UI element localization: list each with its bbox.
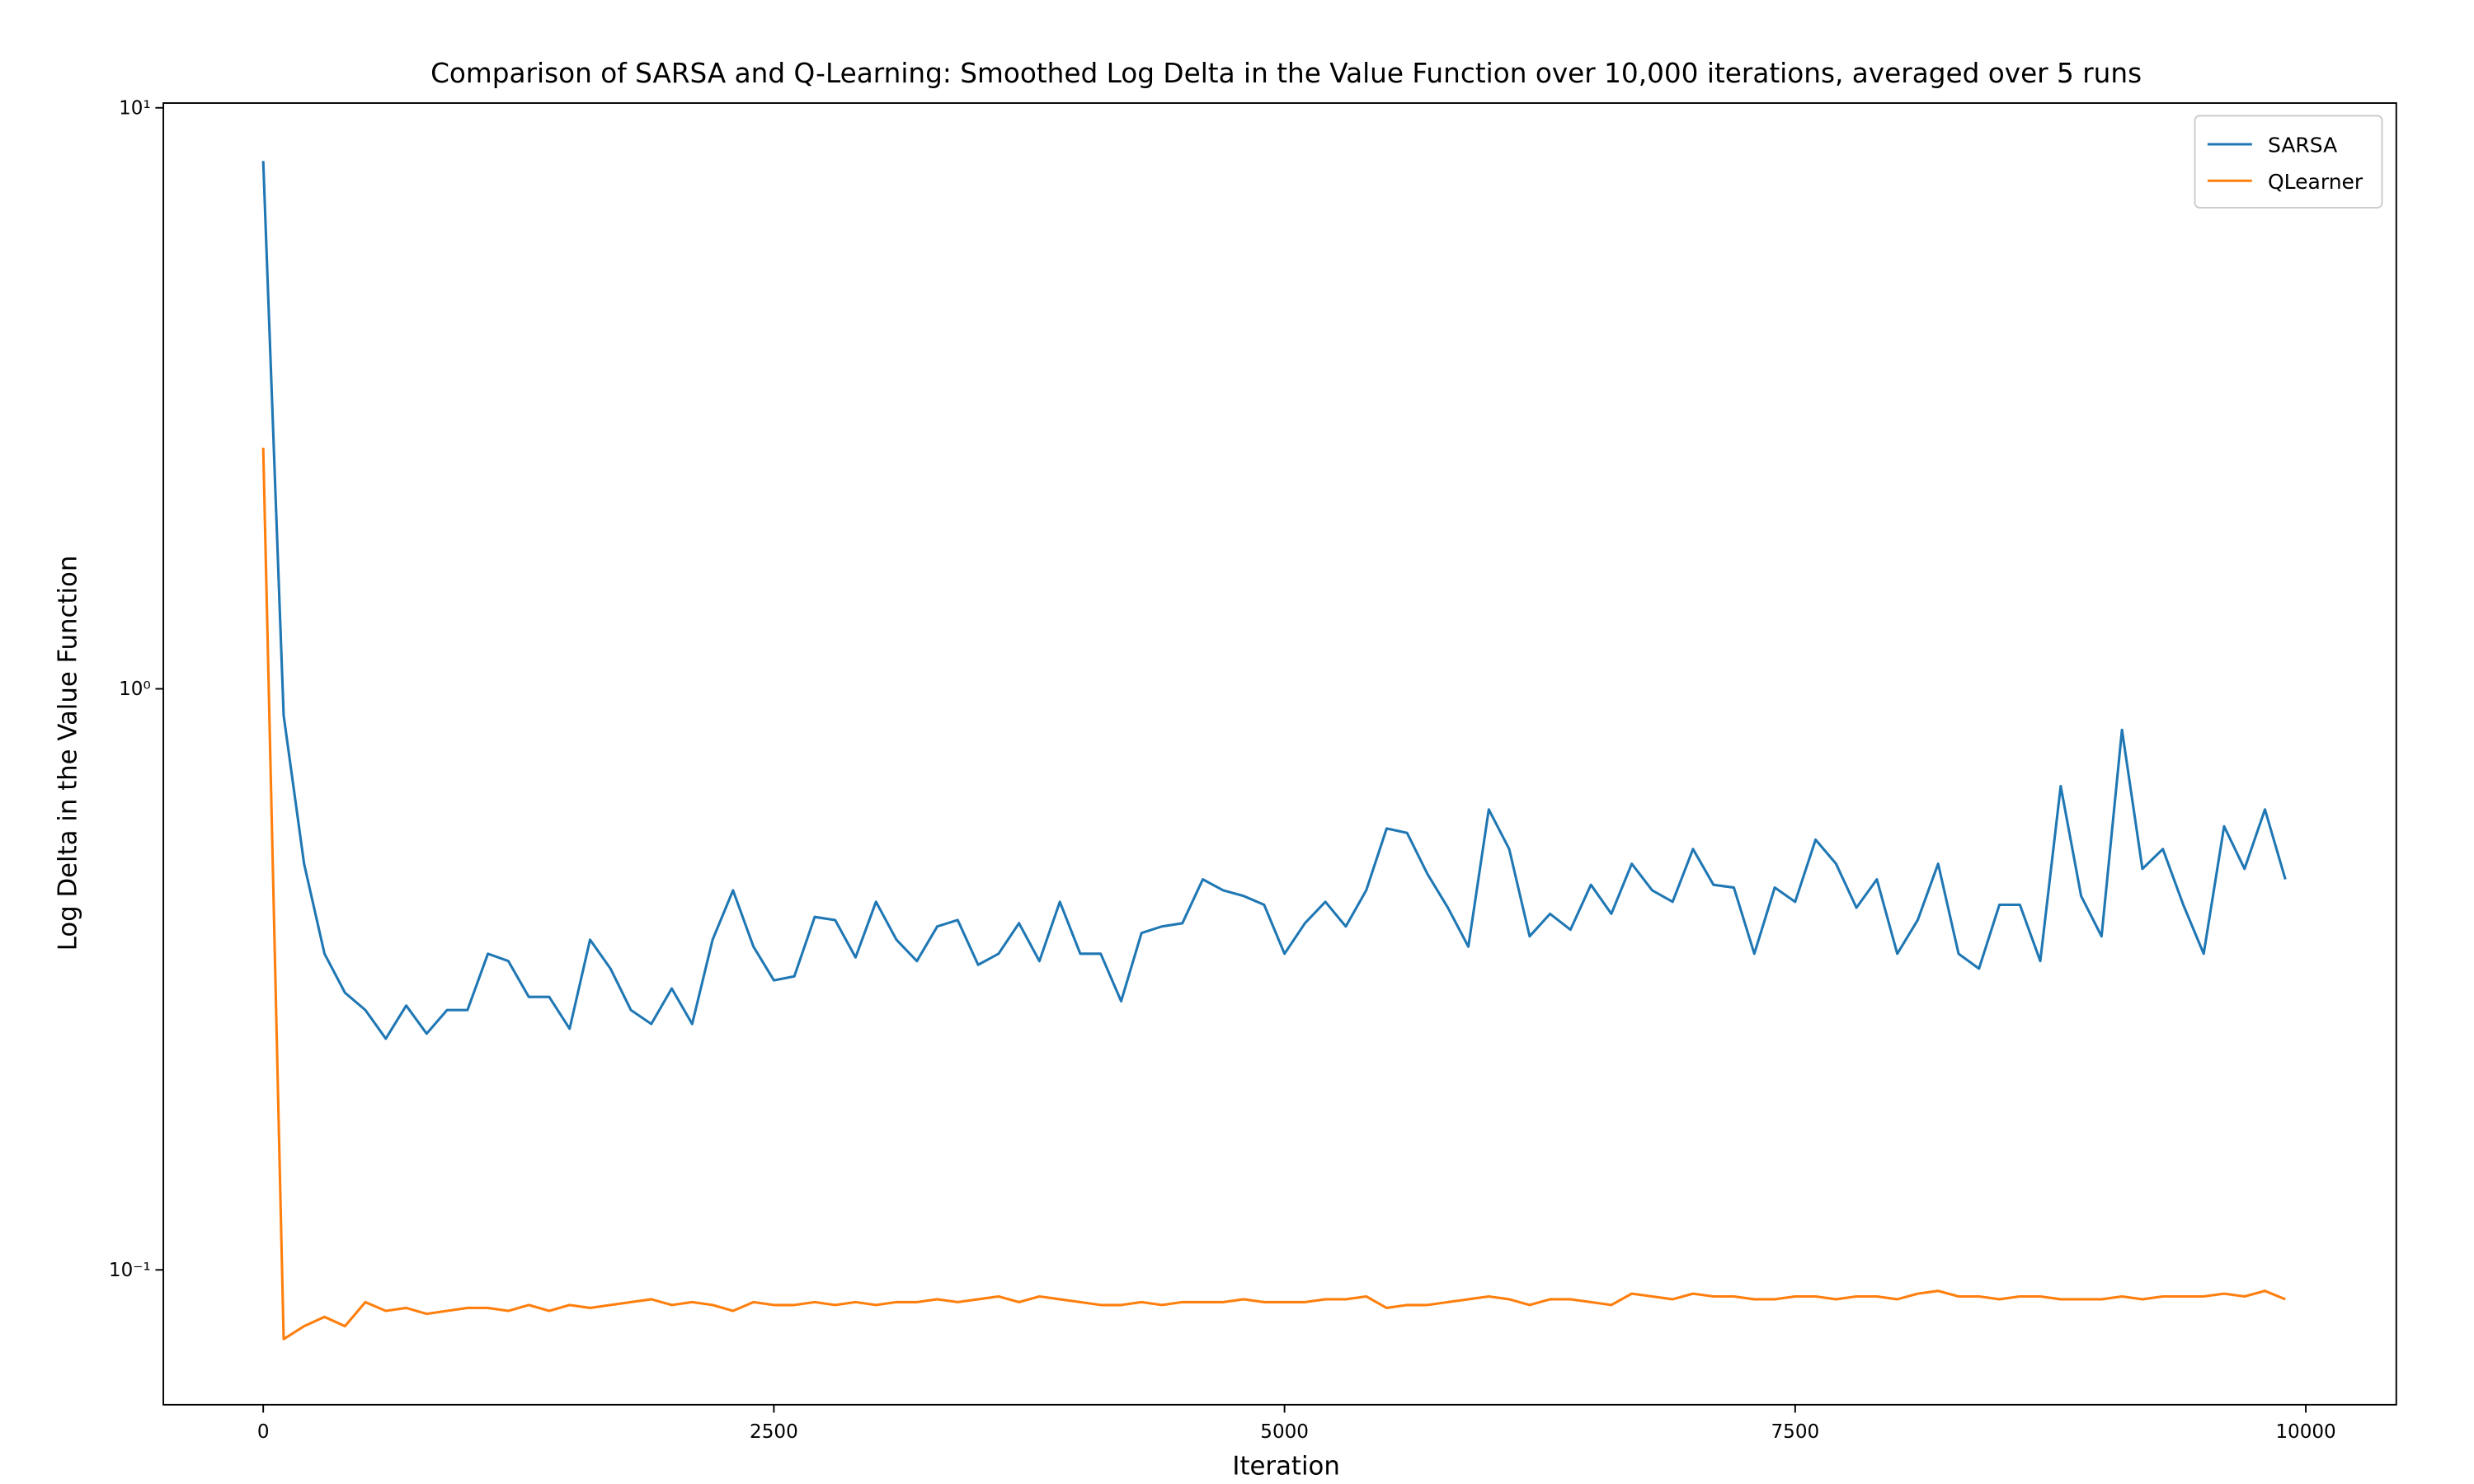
legend-label: QLearner <box>2268 170 2363 194</box>
x-axis-label: Iteration <box>1232 1451 1339 1481</box>
series-line <box>261 448 2286 1341</box>
x-tick-label: 0 <box>257 1421 270 1443</box>
series-line <box>261 161 2287 1040</box>
chart-title: Comparison of SARSA and Q-Learning: Smoo… <box>430 58 2142 89</box>
y-tick-label: 10⁻¹ <box>109 1260 151 1281</box>
y-axis-label: Log Delta in the Value Function <box>53 556 82 951</box>
y-tick-label: 10¹ <box>119 97 151 119</box>
legend-label: SARSA <box>2268 134 2337 157</box>
y-tick-label: 10⁰ <box>119 679 151 700</box>
legend-box <box>2194 115 2383 209</box>
plot-frame <box>162 102 2397 1406</box>
x-tick-label: 2500 <box>750 1421 798 1443</box>
x-tick-label: 10000 <box>2275 1421 2335 1443</box>
x-tick-label: 5000 <box>1260 1421 1309 1443</box>
x-tick-label: 7500 <box>1771 1421 1819 1443</box>
